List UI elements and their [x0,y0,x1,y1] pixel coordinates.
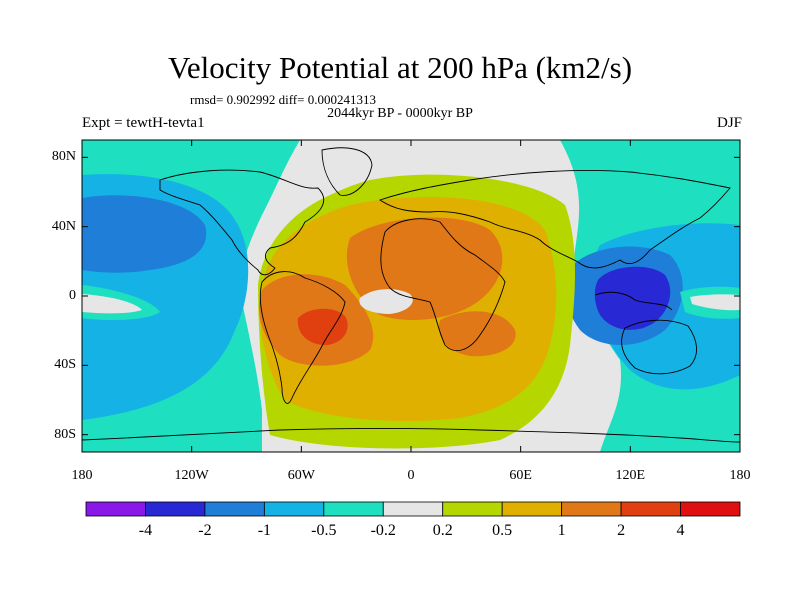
region-background-tongue-east [690,294,740,311]
colorbar-label: -4 [138,522,153,539]
season-label: DJF [716,115,742,131]
colorbar-swatch [501,501,563,517]
period-subtitle: 2044kyr BP - 0000kyr BP [327,106,473,121]
colorbar-label: 1 [557,522,566,539]
colorbar-swatch [561,501,622,517]
colorbar-label: 0.2 [432,522,453,539]
x-tick-marks [81,140,741,452]
y-tick-label: 80N [51,149,76,165]
coast-south-america [259,271,346,404]
colorbar-label: 4 [676,522,685,539]
colorbar-swatch [263,501,325,517]
colorbar-swatch [382,501,444,517]
colorbar-label: -0.5 [311,522,337,539]
coast-greenland [321,147,373,196]
region-pos-2-brazil [297,308,348,346]
colorbar-label: -0.2 [370,522,396,539]
y-tick-marks [82,156,740,436]
x-tick-label: 180 [71,468,93,483]
coast-north-america [159,169,325,276]
colorbar-label: -1 [257,522,272,539]
coastlines [82,147,740,443]
y-tick-label: 40N [51,218,76,234]
colorbar-swatch [680,501,741,517]
coast-indonesia [594,291,673,311]
coast-europe-africa [380,218,506,352]
colorbar-swatch [145,501,206,517]
x-tick-label: 120W [174,468,209,483]
coast-antarctica [82,428,740,443]
x-tick-label: 60E [509,468,532,483]
experiment-label: Expt = tewtH-tevta1 [82,115,205,131]
colorbar [85,501,741,517]
region-neg-1-north-pacific [82,195,207,273]
region-background-equatorial-atlantic [359,289,413,314]
coast-australia [621,319,697,375]
velocity-potential-field [82,140,740,452]
region-background-tongue-west [82,294,142,314]
coast-eurasia [378,170,731,269]
colorbar-label: 0.5 [492,522,513,539]
x-tick-label: 120E [615,468,646,483]
colorbar-swatch [620,501,681,517]
colorbar-swatch [442,501,503,517]
colorbar-label: 2 [617,522,626,539]
stats-line: rmsd= 0.902992 diff= 0.000241313 [190,92,376,107]
plot-title: Velocity Potential at 200 hPa (km2/s) [167,50,633,85]
y-tick-label: 0 [69,288,76,303]
colorbar-swatch [204,501,265,517]
colorbar-label: -2 [198,522,212,539]
y-tick-label: 40S [54,357,76,373]
x-tick-label: 180 [729,468,751,483]
x-tick-label: 0 [407,468,415,483]
region-pos-1-indian-ocean [438,311,516,357]
colorbar-swatch [323,501,384,517]
x-tick-label: 60W [287,468,315,483]
colorbar-swatch [85,501,146,517]
y-tick-label: 80S [54,426,76,442]
